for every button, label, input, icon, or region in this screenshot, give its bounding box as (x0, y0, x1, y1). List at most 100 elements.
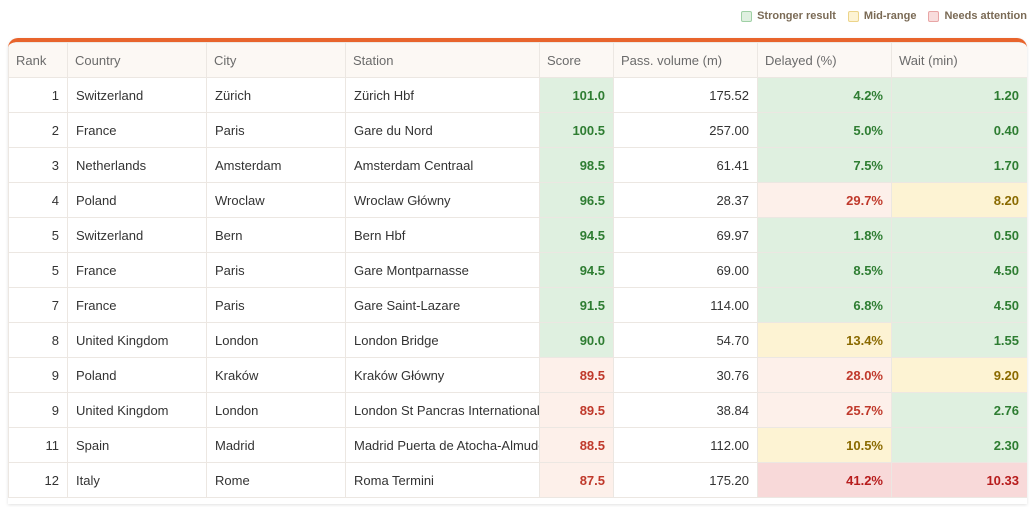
table-cell: Madrid (206, 427, 346, 463)
table-cell: 175.20 (613, 462, 758, 498)
legend-item: Stronger result (741, 10, 836, 22)
table-cell: 257.00 (613, 112, 758, 148)
table-row: 11 Spain Madrid Madrid Puerta de Atocha-Alm… (8, 427, 1027, 463)
table-cell: 98.5 (539, 147, 614, 183)
table-cell: Zürich Hbf (345, 77, 540, 113)
table-cell: 0.50 (891, 217, 1027, 253)
table-cell: Kraków (206, 357, 346, 393)
table-cell: 112.00 (613, 427, 758, 463)
table-cell: 94.5 (539, 252, 614, 288)
table-cell: 4 (8, 182, 68, 218)
table-cell: France (67, 252, 207, 288)
table-cell: Paris (206, 252, 346, 288)
table-cell: 25.7% (757, 392, 892, 428)
table-cell: 4.50 (891, 287, 1027, 323)
table-cell: 89.5 (539, 357, 614, 393)
column-header: Delayed (%) (757, 42, 892, 78)
column-header: Country (67, 42, 207, 78)
column-header: Score (539, 42, 614, 78)
table-cell: 88.5 (539, 427, 614, 463)
table-row: 9 United Kingdom London London St Pancras I… (8, 392, 1027, 428)
table-cell: 96.5 (539, 182, 614, 218)
table-cell: Paris (206, 287, 346, 323)
table-cell: Switzerland (67, 217, 207, 253)
table-cell: Kraków Główny (345, 357, 540, 393)
table-cell: 2.30 (891, 427, 1027, 463)
column-header: Pass. volume (m) (613, 42, 758, 78)
table-cell: 101.0 (539, 77, 614, 113)
table-cell: 91.5 (539, 287, 614, 323)
table-cell: Netherlands (67, 147, 207, 183)
table-cell: Gare Montparnasse (345, 252, 540, 288)
table-cell: Wroclaw (206, 182, 346, 218)
table-row: 8 United Kingdom London London Bridge 90.0 54… (8, 322, 1027, 358)
header-row: Rank Country City Station Score Pass. volume … (8, 42, 1027, 78)
table-cell: 10.33 (891, 462, 1027, 498)
table-cell: London (206, 322, 346, 358)
table-cell: 28.37 (613, 182, 758, 218)
table-cell: 69.97 (613, 217, 758, 253)
table-row: 9 Poland Kraków Kraków Główny 89.5 30.76 28.0%… (8, 357, 1027, 393)
table-row: 12 Italy Rome Roma Termini 87.5 175.20 41.2% 10… (8, 462, 1027, 498)
legend-label: Needs attention (944, 10, 1027, 22)
table-cell: 90.0 (539, 322, 614, 358)
table-cell: 7 (8, 287, 68, 323)
table-cell: 7.5% (757, 147, 892, 183)
table-body: 1 Switzerland Zürich Zürich Hbf 101.0 175.52 4… (8, 77, 1027, 498)
table-cell: 0.40 (891, 112, 1027, 148)
table-row: 1 Switzerland Zürich Zürich Hbf 101.0 175.52 4… (8, 77, 1027, 113)
table-cell: France (67, 287, 207, 323)
table-cell: 9 (8, 357, 68, 393)
table-cell: 1.20 (891, 77, 1027, 113)
table-cell: 38.84 (613, 392, 758, 428)
table-cell: Zürich (206, 77, 346, 113)
legend-label: Mid-range (863, 10, 917, 22)
table-row: 5 Switzerland Bern Bern Hbf 94.5 69.97 1.8% 0.5… (8, 217, 1027, 253)
table-cell: 89.5 (539, 392, 614, 428)
table-cell: 8 (8, 322, 68, 358)
legend-swatch (928, 10, 940, 22)
table-cell: 13.4% (757, 322, 892, 358)
table-cell: United Kingdom (67, 392, 207, 428)
table-cell: 28.0% (757, 357, 892, 393)
table-cell: 114.00 (613, 287, 758, 323)
table-cell: 10.5% (757, 427, 892, 463)
table-cell: Bern Hbf (345, 217, 540, 253)
table-cell: Wroclaw Główny (345, 182, 540, 218)
table-cell: 175.52 (613, 77, 758, 113)
table-cell: 1.70 (891, 147, 1027, 183)
legend-swatch (847, 10, 859, 22)
table-cell: 30.76 (613, 357, 758, 393)
table-cell: Madrid Puerta de Atocha-Almudena Grandes (345, 427, 540, 463)
table-cell: 29.7% (757, 182, 892, 218)
table-cell: 9.20 (891, 357, 1027, 393)
legend-swatch (741, 10, 753, 22)
table-cell: 2 (8, 112, 68, 148)
table-cell: 6.8% (757, 287, 892, 323)
table-row: 3 Netherlands Amsterdam Amsterdam Centraal 9… (8, 147, 1027, 183)
table-cell: 8.5% (757, 252, 892, 288)
table-cell: 61.41 (613, 147, 758, 183)
table-row: 2 France Paris Gare du Nord 100.5 257.00 5.0% 0… (8, 112, 1027, 148)
table-cell: 4.2% (757, 77, 892, 113)
table-cell: 11 (8, 427, 68, 463)
table-cell: United Kingdom (67, 322, 207, 358)
table-cell: 1.8% (757, 217, 892, 253)
table-cell: 5.0% (757, 112, 892, 148)
table-cell: 54.70 (613, 322, 758, 358)
column-header: City (206, 42, 346, 78)
table-cell: London St Pancras International (345, 392, 540, 428)
legend-item: Needs attention (928, 10, 1027, 22)
column-header: Rank (8, 42, 68, 78)
table-cell: 2.76 (891, 392, 1027, 428)
table-card: Rank Country City Station Score Pass. volume … (8, 38, 1027, 504)
table-cell: 94.5 (539, 217, 614, 253)
table-cell: 5 (8, 252, 68, 288)
table-cell: Amsterdam (206, 147, 346, 183)
table-cell: 41.2% (757, 462, 892, 498)
table-cell: Switzerland (67, 77, 207, 113)
table-cell: France (67, 112, 207, 148)
table-cell: 1.55 (891, 322, 1027, 358)
table-cell: 87.5 (539, 462, 614, 498)
